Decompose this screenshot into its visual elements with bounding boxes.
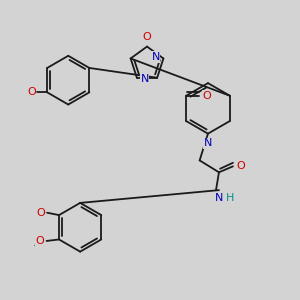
Text: O: O	[35, 236, 44, 246]
Text: O: O	[143, 32, 152, 41]
Text: O: O	[202, 91, 211, 101]
Text: N: N	[204, 138, 212, 148]
Text: N: N	[215, 193, 223, 202]
Text: O: O	[27, 87, 36, 97]
Text: N: N	[140, 74, 149, 84]
Text: N: N	[152, 52, 160, 62]
Text: O: O	[236, 161, 245, 171]
Text: H: H	[226, 193, 234, 202]
Text: O: O	[36, 208, 45, 218]
